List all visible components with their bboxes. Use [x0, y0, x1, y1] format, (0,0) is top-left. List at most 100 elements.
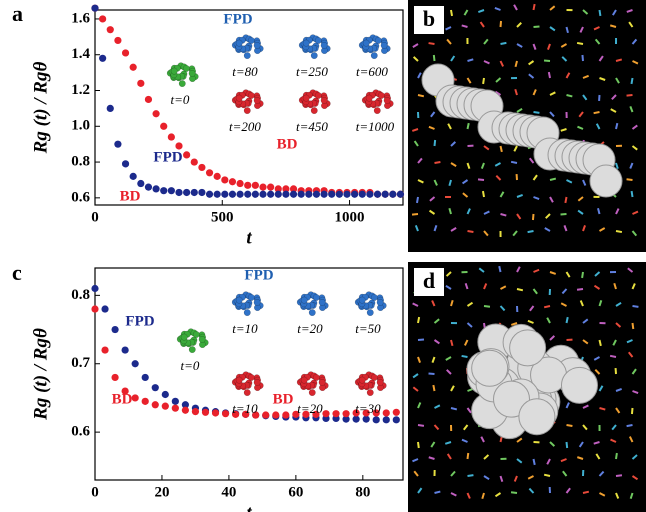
data-point	[213, 172, 221, 180]
flow-arrow	[527, 319, 534, 324]
flow-arrow	[579, 300, 584, 307]
flow-arrow	[528, 487, 535, 494]
flow-arrow	[598, 9, 602, 17]
molecule-bead	[493, 380, 531, 418]
flow-arrow	[483, 305, 491, 308]
inset-bead	[362, 39, 370, 47]
flow-arrow	[450, 492, 457, 497]
flow-arrow	[450, 227, 457, 232]
flow-arrow	[417, 94, 425, 98]
flow-arrow	[478, 267, 485, 273]
flow-arrow	[494, 492, 502, 498]
inset-bead	[188, 346, 196, 354]
flow-arrow	[632, 60, 639, 65]
flow-arrow	[445, 356, 452, 361]
x-tick-label: 60	[288, 484, 303, 500]
data-point	[242, 410, 250, 418]
inset-bead	[192, 331, 200, 338]
inset-bead	[310, 107, 318, 115]
flow-arrow	[513, 145, 518, 152]
inset-label: t=200	[229, 119, 261, 134]
inset-label: t=20	[297, 321, 323, 336]
flow-arrow	[412, 302, 419, 307]
flow-arrow	[500, 285, 507, 290]
flow-arrow	[432, 54, 436, 62]
panel-label: b	[423, 6, 435, 31]
flow-arrow	[631, 38, 638, 45]
data-point	[372, 409, 380, 417]
y-axis-label: Rg (t) / Rgθ	[30, 328, 51, 421]
data-point	[91, 284, 99, 293]
flow-arrow	[479, 21, 485, 28]
data-point	[292, 410, 300, 418]
flow-arrow	[594, 369, 601, 375]
data-point	[352, 415, 360, 423]
flow-arrow	[466, 452, 470, 460]
panel-label: a	[12, 1, 23, 26]
data-point	[251, 190, 259, 198]
flow-arrow	[613, 282, 617, 290]
inset-bead	[235, 376, 243, 384]
flow-arrow	[615, 301, 622, 307]
flow-arrow	[598, 385, 604, 392]
flow-arrow	[516, 266, 521, 273]
flow-arrow	[612, 9, 617, 16]
flow-arrow	[582, 490, 590, 494]
inset-bead	[300, 376, 308, 384]
flow-arrow	[549, 111, 555, 118]
x-tick-label: 1000	[335, 209, 365, 225]
flow-arrow	[450, 162, 457, 167]
flow-arrow	[416, 196, 419, 204]
inset-label: t=250	[296, 64, 328, 79]
flow-arrow	[630, 77, 634, 85]
data-point	[137, 79, 145, 87]
data-point	[328, 190, 336, 198]
y-tick-label: 0.8	[71, 154, 90, 170]
flow-arrow	[483, 38, 489, 45]
flow-arrow	[447, 123, 452, 130]
flow-arrow	[579, 26, 584, 33]
flow-arrow	[549, 196, 554, 203]
flow-arrow	[631, 230, 638, 237]
flow-arrow	[444, 441, 452, 445]
data-point	[392, 408, 400, 416]
flow-arrow	[430, 111, 436, 118]
data-point	[152, 185, 160, 193]
data-point	[121, 49, 130, 57]
flow-arrow	[513, 475, 518, 482]
flow-arrow	[565, 441, 569, 449]
flow-arrow	[632, 305, 639, 308]
inset-bead	[308, 389, 316, 397]
flow-arrow	[593, 111, 600, 115]
y-tick-label: 1.4	[71, 46, 90, 62]
flow-arrow	[413, 470, 419, 477]
panel-label: d	[423, 268, 435, 293]
data-point	[320, 190, 328, 198]
y-tick-label: 1.0	[71, 118, 90, 134]
flow-arrow	[594, 271, 601, 277]
flow-arrow	[499, 191, 505, 198]
y-tick-label: 0.7	[71, 355, 90, 371]
flow-arrow	[628, 21, 634, 28]
flow-arrow	[450, 385, 455, 392]
flow-arrow	[483, 145, 490, 151]
flow-arrow	[462, 192, 469, 198]
molecule-bead	[589, 164, 623, 198]
flow-arrow	[627, 351, 634, 358]
inset-bead	[247, 294, 255, 301]
flow-arrow	[494, 6, 501, 11]
flow-arrow	[615, 122, 619, 130]
flow-arrow	[483, 60, 490, 65]
flow-arrow	[582, 94, 588, 101]
data-point	[111, 373, 119, 382]
flow-arrow	[463, 339, 469, 346]
flow-arrow	[480, 436, 485, 443]
inset-bead	[377, 92, 385, 99]
flow-arrow	[543, 305, 551, 309]
data-point	[274, 185, 282, 193]
flow-arrow	[532, 288, 538, 295]
x-axis-label: t	[246, 227, 252, 248]
flow-arrow	[615, 208, 620, 215]
flow-arrow	[483, 475, 490, 481]
data-point	[111, 325, 119, 334]
